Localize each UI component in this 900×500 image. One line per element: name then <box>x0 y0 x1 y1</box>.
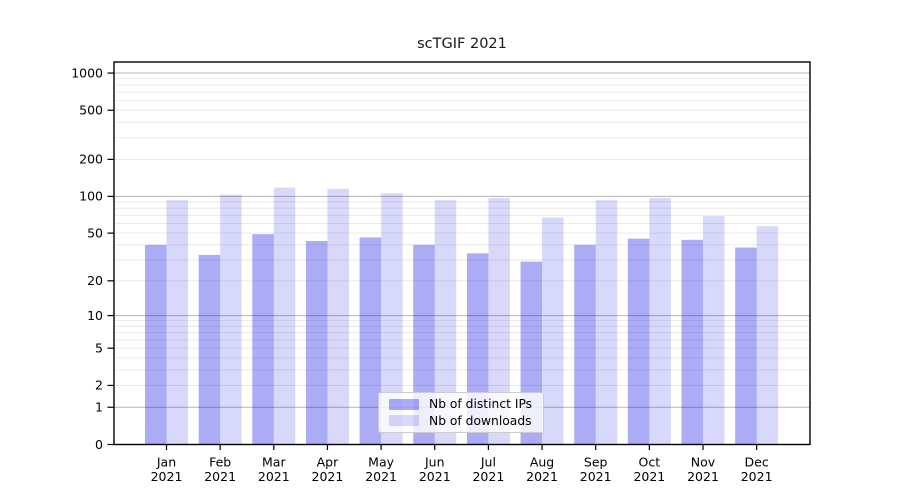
x-tick-label-year: 2021 <box>526 469 558 484</box>
legend: Nb of distinct IPs Nb of downloads <box>378 392 544 433</box>
x-tick-label-year: 2021 <box>580 469 612 484</box>
y-tick-label: 200 <box>79 152 103 167</box>
x-tick-label-year: 2021 <box>633 469 665 484</box>
chart-title: scTGIF 2021 <box>417 36 507 52</box>
y-tick-label: 100 <box>79 189 103 204</box>
x-tick-label-month: Jun <box>424 455 445 470</box>
bar-downloads-feb <box>220 194 242 445</box>
y-tick-label: 500 <box>79 103 103 118</box>
bar-downloads-may <box>381 193 403 445</box>
axes-frame <box>113 61 811 446</box>
x-tick-label-month: Nov <box>691 455 716 470</box>
x-tick-label-month: Oct <box>639 455 661 470</box>
legend-label-downloads: Nb of downloads <box>429 413 532 428</box>
x-tick-label-year: 2021 <box>419 469 451 484</box>
y-tick-label: 20 <box>87 273 103 288</box>
x-tick-label-month: Feb <box>209 455 231 470</box>
bar-ips-may <box>359 237 382 445</box>
y-tick-label: 10 <box>87 308 103 323</box>
bar-ips-sep <box>574 244 596 445</box>
x-tick-label-month: Mar <box>262 455 286 470</box>
bar-ips-dec <box>735 247 757 445</box>
bar-ips-oct <box>627 238 650 445</box>
legend-swatch-ips-icon <box>389 398 419 410</box>
bar-ips-mar <box>252 234 274 445</box>
bar-downloads-nov <box>703 216 725 445</box>
x-tick-label-month: Sep <box>584 455 608 470</box>
x-tick-label-year: 2021 <box>687 469 719 484</box>
x-tick-label-year: 2021 <box>204 469 236 484</box>
bar-ips-nov <box>681 239 703 445</box>
x-tick-label-month: Dec <box>745 455 769 470</box>
y-tick-label: 50 <box>87 225 103 240</box>
legend-entry-downloads: Nb of downloads <box>385 414 537 428</box>
bar-downloads-jun <box>434 200 457 445</box>
bar-downloads-dec <box>756 226 779 445</box>
legend-swatch-downloads-icon <box>389 415 419 427</box>
x-tick-label-year: 2021 <box>741 469 773 484</box>
x-tick-label-month: Jan <box>156 455 176 470</box>
y-tick-label: 1000 <box>71 65 103 80</box>
x-tick-label-month: Aug <box>530 455 554 470</box>
bar-ips-feb <box>198 254 221 445</box>
bar-downloads-sep <box>595 200 618 445</box>
legend-label-distinct-ips: Nb of distinct IPs <box>429 397 533 412</box>
bar-downloads-apr <box>327 188 349 445</box>
legend-entry-distinct-ips: Nb of distinct IPs <box>385 397 537 411</box>
x-tick-label-year: 2021 <box>151 469 183 484</box>
y-tick-label: 1 <box>95 400 103 415</box>
x-tick-label-year: 2021 <box>312 469 344 484</box>
x-tick-label-year: 2021 <box>472 469 504 484</box>
x-tick-label-month: Jul <box>480 455 496 470</box>
x-tick-label-year: 2021 <box>365 469 397 484</box>
bar-downloads-jul <box>488 197 510 445</box>
x-tick-label-month: May <box>368 455 394 470</box>
y-tick-label: 2 <box>95 378 103 393</box>
bar-downloads-jan <box>166 200 188 445</box>
x-tick-label-year: 2021 <box>258 469 290 484</box>
bar-downloads-oct <box>649 197 671 445</box>
bar-downloads-aug <box>542 217 564 445</box>
bar-downloads-mar <box>273 187 296 445</box>
bar-ips-apr <box>305 241 328 445</box>
x-tick-label-month: Apr <box>317 455 339 470</box>
y-tick-label: 5 <box>95 340 103 355</box>
y-tick-label: 0 <box>95 437 103 452</box>
bar-ips-jan <box>145 244 167 445</box>
